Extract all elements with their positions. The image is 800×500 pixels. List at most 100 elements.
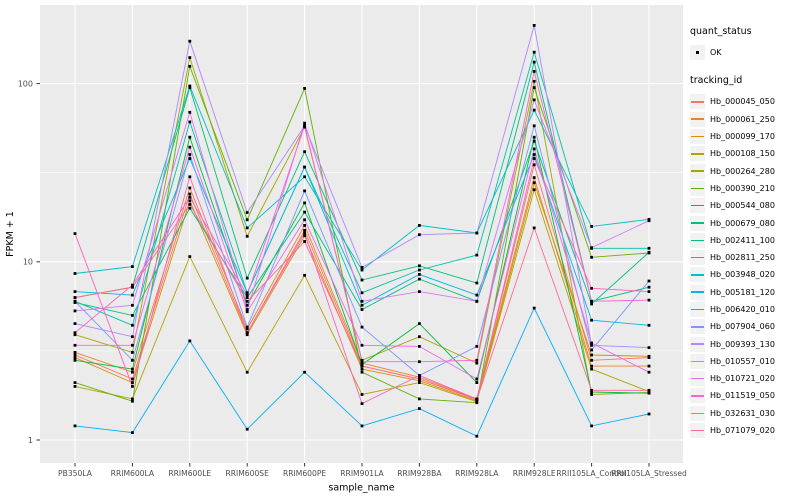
legend-line-icon [691, 360, 704, 363]
legend-line-icon [691, 412, 704, 415]
legend-item-Hb_009393_130: Hb_009393_130 [690, 335, 800, 352]
legend-key [690, 45, 705, 61]
data-point [245, 310, 249, 314]
legend-line-icon [691, 429, 704, 432]
data-point [303, 87, 306, 90]
x-tick-label: PB350LA [58, 469, 93, 478]
legend-line-icon [691, 291, 704, 293]
data-point [188, 110, 192, 114]
data-point [73, 356, 77, 359]
data-point [188, 120, 192, 124]
legend-item-label: Hb_032631_030 [710, 408, 775, 418]
data-point [73, 358, 77, 362]
data-point [73, 351, 77, 354]
legend-line-icon [691, 274, 704, 276]
y-axis-title: FPKM + 1 [5, 211, 16, 257]
legend-item-label: Hb_000099_170 [710, 132, 775, 142]
legend-item-label: OK [710, 48, 722, 58]
data-point [418, 268, 421, 272]
tracking-id-entries: Hb_000045_050 Hb_000061_250 Hb_000099_170 H… [690, 93, 800, 439]
data-point [188, 39, 192, 43]
legend-item-label: Hb_000108_150 [710, 149, 775, 159]
data-point [188, 192, 192, 196]
legend-key [690, 284, 705, 300]
legend-item-label: Hb_000264_280 [710, 166, 775, 176]
data-point [475, 381, 479, 384]
data-point [590, 225, 593, 228]
legend-item-Hb_032631_030: Hb_032631_030 [690, 405, 800, 422]
data-point [303, 189, 306, 193]
legend-item-label: Hb_000061_250 [710, 114, 775, 124]
legend-item-Hb_071079_020: Hb_071079_020 [690, 422, 800, 439]
data-point [475, 401, 479, 405]
plot-area: 1 10 100 PB350LA RRIM600LA RRIM600LE RRIM600SE… [5, 5, 687, 494]
legend-key [690, 250, 705, 266]
data-point [245, 370, 249, 374]
data-point [188, 86, 192, 89]
data-point [360, 393, 364, 396]
legend-line-icon [691, 170, 704, 172]
legend-item-Hb_003948_020: Hb_003948_020 [690, 266, 800, 283]
data-point [532, 306, 536, 310]
y-tick-label: 1 [28, 436, 33, 445]
legend-line-icon [691, 204, 704, 207]
data-point [475, 358, 479, 362]
data-point [245, 226, 249, 230]
data-point [303, 224, 306, 227]
data-point [73, 331, 77, 335]
data-point [73, 353, 77, 357]
data-point [188, 186, 192, 190]
legend-item-label: Hb_000390_210 [710, 183, 775, 193]
data-point [303, 229, 306, 232]
data-point [188, 84, 192, 88]
legend-item-Hb_000061_250: Hb_000061_250 [690, 111, 800, 128]
data-point [647, 290, 651, 293]
data-point [418, 264, 421, 268]
legend-item-Hb_000045_050: Hb_000045_050 [690, 93, 800, 110]
legend-item-Hb_010557_010: Hb_010557_010 [690, 353, 800, 370]
data-point [418, 290, 421, 293]
data-point [303, 150, 306, 154]
data-point [647, 285, 651, 289]
data-point [245, 218, 249, 222]
data-point [418, 407, 421, 410]
data-point [475, 281, 479, 285]
data-point [73, 343, 77, 347]
legend-key [690, 302, 705, 317]
legend-item-Hb_000679_080: Hb_000679_080 [690, 214, 800, 231]
legend-line-icon [691, 326, 704, 328]
legend-line-icon [691, 395, 704, 397]
data-point [418, 273, 421, 276]
data-point [590, 358, 593, 362]
x-tick-label: RRIM600SE [225, 469, 269, 478]
data-point [532, 157, 536, 160]
x-tick-label: RRII105LA_Stressed [611, 469, 687, 478]
data-point [303, 240, 306, 243]
data-point [647, 346, 651, 349]
data-point [188, 145, 192, 149]
data-point [131, 343, 134, 347]
data-point [303, 175, 306, 179]
data-point [532, 124, 536, 128]
data-point [360, 364, 364, 368]
legend-key [690, 111, 705, 127]
legend-key [690, 319, 705, 335]
data-point [131, 351, 134, 354]
data-point [475, 345, 479, 348]
data-point [532, 176, 536, 179]
data-point [131, 283, 134, 287]
legend-item-label: Hb_003948_020 [710, 270, 775, 280]
data-point [590, 318, 593, 322]
data-point [303, 210, 306, 214]
data-point [475, 361, 479, 365]
data-point [188, 199, 192, 203]
data-point [475, 434, 479, 438]
data-point [475, 377, 479, 381]
legend-quant-status: quant_status OK [690, 26, 800, 61]
data-point [360, 367, 364, 371]
data-point [73, 232, 77, 235]
legend-key [690, 336, 705, 352]
data-point [131, 370, 134, 374]
legend-line-icon [691, 118, 704, 120]
data-point [360, 303, 364, 307]
